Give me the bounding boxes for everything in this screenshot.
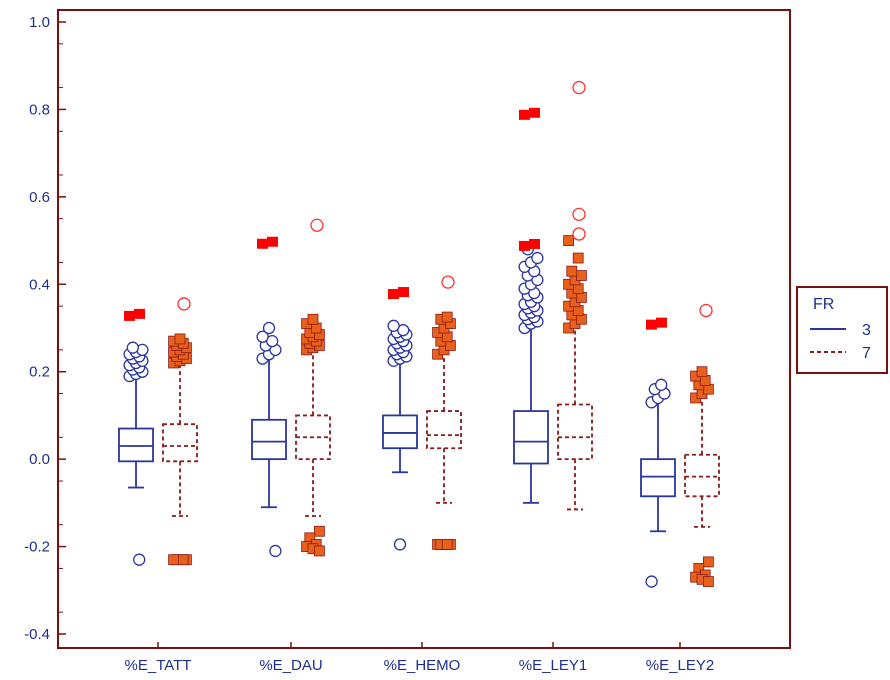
extreme-circle (441, 275, 455, 289)
x-category-label: %E_LEY1 (519, 657, 587, 674)
outlier-circle (262, 321, 276, 335)
y-tick-label: 1.0 (29, 14, 50, 31)
outlier-square (563, 235, 574, 246)
y-tick-label: -0.2 (24, 539, 50, 556)
box-iqr (513, 410, 549, 465)
outlier-circle (269, 544, 282, 558)
outlier-square (703, 576, 714, 587)
reference-marker (529, 238, 540, 249)
box-series (118, 80, 720, 588)
plot-frame (57, 9, 791, 649)
outlier-circle (645, 575, 658, 588)
plot-border (57, 9, 791, 649)
outlier-square (168, 554, 180, 566)
outlier-circle (393, 538, 407, 551)
reference-marker (267, 236, 278, 247)
box-iqr (640, 458, 676, 498)
extreme-circle (572, 80, 586, 95)
reference-marker (656, 317, 667, 328)
extreme-circle (572, 227, 586, 241)
reference-marker (519, 109, 530, 120)
reference-marker (646, 319, 657, 330)
legend-title: FR (813, 296, 834, 313)
reference-marker (398, 287, 409, 298)
reference-marker (257, 238, 268, 249)
y-tick-label: 0.8 (29, 101, 50, 118)
extreme-circle (310, 218, 324, 232)
outlier-square (441, 311, 453, 323)
outlier-square (703, 556, 714, 568)
extreme-circle (177, 297, 191, 311)
extreme-circle (572, 207, 586, 221)
box-iqr (162, 423, 198, 463)
outlier-square (572, 252, 584, 264)
legend: FR 3 7 (796, 286, 888, 374)
x-axis: %E_TATT %E_DAU %E_HEMO %E_LEY1 %E_LEY2 (125, 642, 714, 674)
legend-label-7: 7 (862, 345, 871, 362)
x-category-label: %E_HEMO (384, 657, 461, 674)
outlier-square (441, 538, 453, 550)
legend-label-3: 3 (862, 322, 871, 339)
box-iqr (684, 453, 720, 498)
outlier-circle (655, 378, 668, 391)
box-iqr (251, 418, 287, 461)
outlier-square (566, 265, 578, 277)
y-tick-label: 0.2 (29, 364, 50, 381)
outlier-circle (531, 251, 544, 265)
outlier-square (177, 554, 189, 566)
x-category-label: %E_DAU (259, 657, 322, 674)
reference-marker (388, 289, 399, 300)
outlier-circle (387, 319, 400, 332)
box-iqr (557, 403, 593, 461)
extreme-circle (699, 303, 713, 318)
reference-marker (519, 240, 530, 251)
outlier-circle (256, 330, 269, 343)
reference-marker (124, 310, 135, 321)
outlier-circle (133, 553, 146, 566)
x-category-label: %E_LEY2 (646, 657, 714, 674)
box-iqr (118, 427, 154, 463)
box-iqr (382, 414, 418, 450)
outlier-square (696, 366, 708, 378)
y-tick-label: -0.4 (24, 626, 50, 643)
outlier-square (313, 545, 325, 557)
outlier-circle (126, 341, 139, 354)
reference-marker (134, 308, 145, 319)
y-axis: -0.4 -0.2 0.0 0.2 0.4 0.6 0.8 1.0 (24, 14, 66, 643)
box-iqr (426, 410, 462, 450)
outlier-square (174, 333, 186, 345)
y-tick-label: 0.4 (29, 276, 50, 293)
reference-marker (529, 107, 540, 118)
x-category-label: %E_TATT (125, 657, 192, 674)
outlier-square (576, 270, 587, 281)
outlier-square (307, 313, 319, 325)
y-tick-label: 0.6 (29, 189, 50, 206)
y-tick-label: 0.0 (29, 451, 50, 468)
outlier-square (313, 525, 325, 537)
